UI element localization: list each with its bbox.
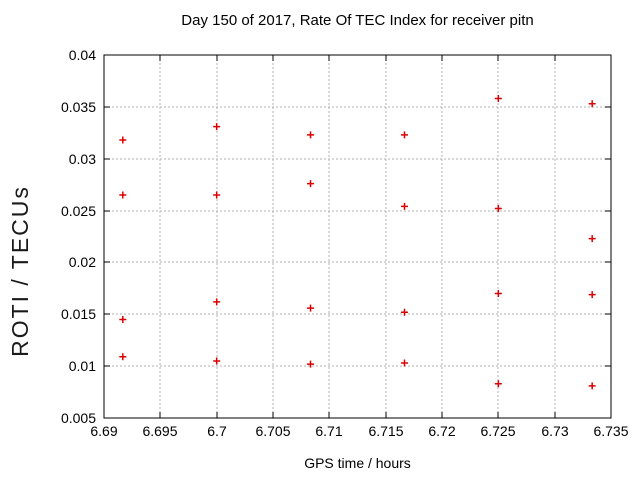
data-point-marker xyxy=(119,191,127,199)
data-point-marker xyxy=(494,290,502,298)
x-tick-label: 6.72 xyxy=(428,423,455,439)
y-tick-label: 0.03 xyxy=(69,151,96,167)
x-tick-label: 6.695 xyxy=(142,423,177,439)
x-axis-label: GPS time / hours xyxy=(304,455,411,471)
y-tick-label: 0.015 xyxy=(61,306,96,322)
data-point-marker xyxy=(494,95,502,103)
data-point-marker xyxy=(400,131,408,139)
data-point-marker xyxy=(400,202,408,210)
y-tick-label: 0.02 xyxy=(69,254,96,270)
x-tick-label: 6.715 xyxy=(368,423,403,439)
x-tick-label: 6.69 xyxy=(90,423,117,439)
data-point-marker xyxy=(119,315,127,323)
data-point-marker xyxy=(307,131,315,139)
data-point-marker xyxy=(400,308,408,316)
y-tick-label: 0.005 xyxy=(61,410,96,426)
x-tick-label: 6.71 xyxy=(315,423,342,439)
data-point-marker xyxy=(307,180,315,188)
y-tick-label: 0.01 xyxy=(69,358,96,374)
data-point-marker xyxy=(119,136,127,144)
data-point-marker xyxy=(494,380,502,388)
x-tick-label: 6.7 xyxy=(207,423,227,439)
data-point-marker xyxy=(213,191,221,199)
data-point-marker xyxy=(588,100,596,108)
data-point-marker xyxy=(588,382,596,390)
x-tick-label: 6.705 xyxy=(255,423,290,439)
x-tick-label: 6.725 xyxy=(480,423,515,439)
data-point-marker xyxy=(307,360,315,368)
y-tick-label: 0.04 xyxy=(69,47,96,63)
data-point-marker xyxy=(119,353,127,361)
data-point-marker xyxy=(400,359,408,367)
plot-border xyxy=(103,54,612,419)
data-point-marker xyxy=(213,123,221,131)
y-tick-label: 0.025 xyxy=(61,203,96,219)
data-point-marker xyxy=(588,235,596,243)
y-axis-label: ROTI / TECUs xyxy=(7,185,33,357)
data-point-marker xyxy=(588,291,596,299)
data-point-marker xyxy=(307,304,315,312)
data-point-marker xyxy=(213,357,221,365)
data-point-marker xyxy=(213,298,221,306)
x-tick-label: 6.73 xyxy=(541,423,568,439)
chart-title: Day 150 of 2017, Rate Of TEC Index for r… xyxy=(181,12,534,29)
data-point-marker xyxy=(494,204,502,212)
x-tick-label: 6.735 xyxy=(593,423,628,439)
y-tick-label: 0.035 xyxy=(61,99,96,115)
